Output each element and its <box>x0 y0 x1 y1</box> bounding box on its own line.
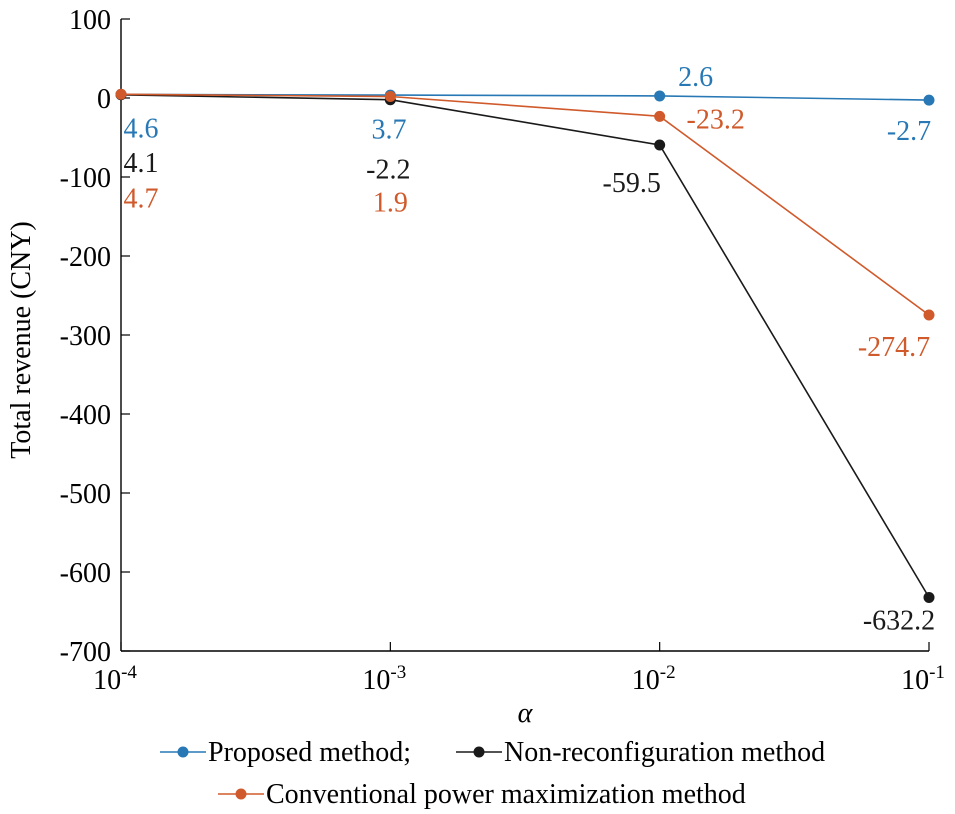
legend-marker <box>177 746 189 758</box>
data-label: 4.7 <box>124 183 159 214</box>
legend-label: Non-reconfiguration method <box>504 737 825 768</box>
data-label: 4.1 <box>124 148 159 179</box>
legend-item-3: Conventional power maximization method <box>218 779 746 810</box>
x-tick-label: 10-4 <box>93 662 137 696</box>
legend-label: Conventional power maximization method <box>266 779 746 810</box>
legend-item-1: Proposed method; <box>160 737 411 768</box>
y-tick-label: -600 <box>60 558 111 589</box>
data-label: -274.7 <box>858 332 930 363</box>
data-label: 4.6 <box>124 113 159 144</box>
series-line <box>120 93 930 316</box>
legend-marker <box>473 746 485 758</box>
data-label: 2.6 <box>678 62 713 93</box>
data-point <box>923 94 935 106</box>
x-tick-label: 10-3 <box>362 662 406 696</box>
x-axis-label: α <box>518 698 534 729</box>
legend: Proposed method; Non-reconfiguration meth… <box>160 737 825 810</box>
series-2 <box>115 89 935 603</box>
data-point <box>923 591 935 603</box>
data-point <box>115 88 127 100</box>
data-point <box>654 110 666 122</box>
data-label: -23.2 <box>687 104 745 135</box>
y-tick-label: -400 <box>60 400 111 431</box>
data-point <box>384 90 396 102</box>
y-tick-label: -500 <box>60 479 111 510</box>
series-3 <box>115 88 935 321</box>
data-label: -2.7 <box>887 116 931 147</box>
y-tick-label: -700 <box>60 637 111 668</box>
legend-label: Proposed method; <box>208 737 411 768</box>
series-line <box>120 94 930 598</box>
x-tick-label: 10-2 <box>632 662 676 696</box>
data-point <box>923 309 935 321</box>
data-point <box>654 139 666 151</box>
series-lines <box>115 88 935 603</box>
legend-item-2: Non-reconfiguration method <box>456 737 825 768</box>
x-tick-label: 10-1 <box>901 662 945 696</box>
data-point <box>654 90 666 102</box>
data-label: -59.5 <box>603 168 661 199</box>
data-label: 3.7 <box>372 114 407 145</box>
y-tick-label: 0 <box>97 84 111 115</box>
y-tick-label: -300 <box>60 321 111 352</box>
data-label: 1.9 <box>373 187 408 218</box>
legend-marker <box>235 788 247 800</box>
y-tick-label: 100 <box>69 5 111 36</box>
data-labels: 4.6 3.7 2.6 -2.7 4.1 -2.2 -59.5 -632.2 4.7 1.9 -23… <box>124 62 936 636</box>
data-label: -2.2 <box>366 155 410 186</box>
y-tick-label: -100 <box>60 163 111 194</box>
y-tick-label: -200 <box>60 242 111 273</box>
y-axis-label: Total revenue (CNY) <box>6 221 37 459</box>
data-label: -632.2 <box>863 605 935 636</box>
